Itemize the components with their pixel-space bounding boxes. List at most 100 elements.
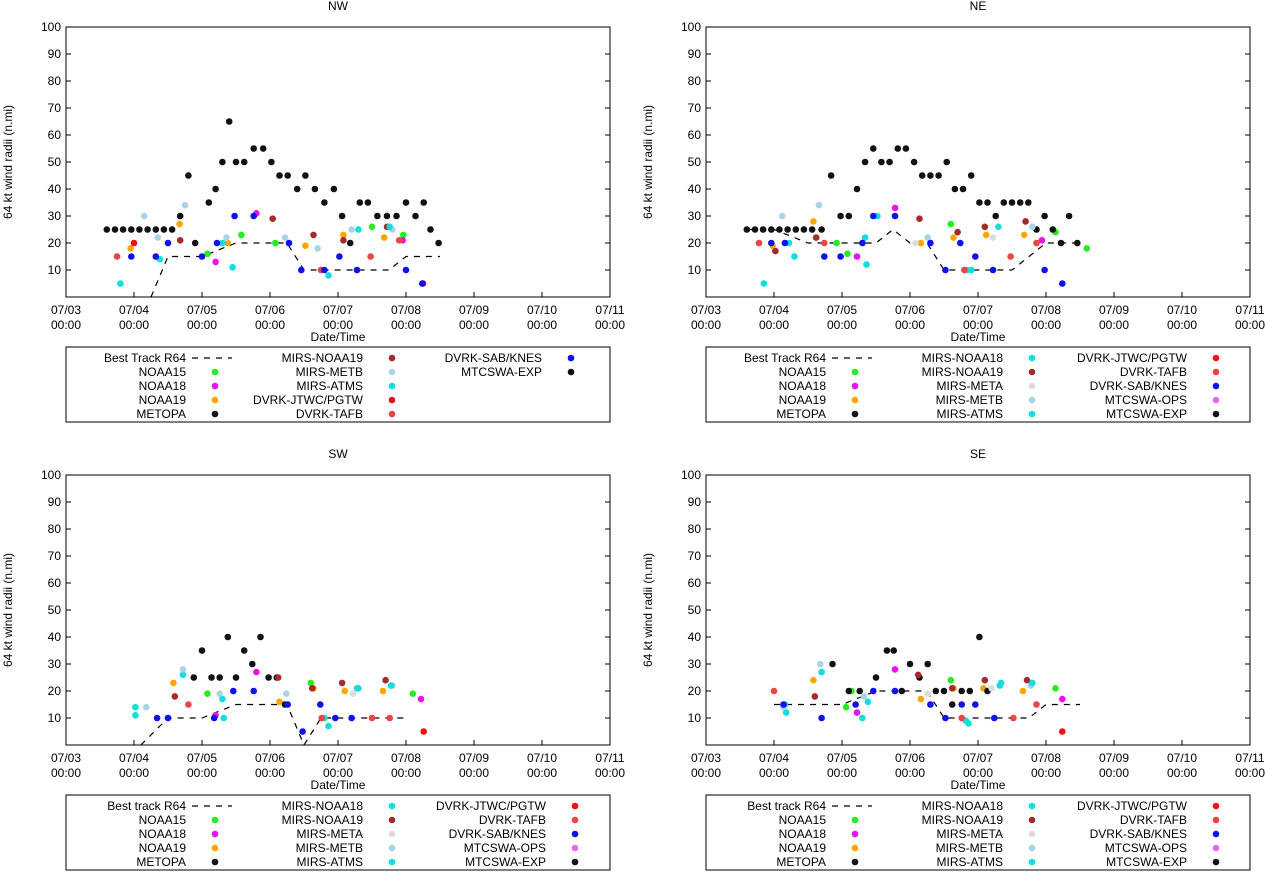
x-tick-label-date: 07/09 — [1099, 751, 1129, 765]
legend-swatch — [1028, 354, 1036, 362]
point-metopa — [856, 687, 863, 695]
legend-label: MIRS-NOAA19 — [282, 351, 364, 365]
legend-label: NOAA18 — [139, 379, 187, 393]
point-dvrk-sab-knes — [859, 239, 866, 247]
x-tick-label-date: 07/11 — [595, 751, 624, 765]
x-tick-label-time: 00:00 — [759, 318, 789, 332]
point-mirs-noaa19 — [176, 237, 184, 244]
point-dvrk-sab-knes — [837, 253, 844, 260]
legend-label: METOPA — [776, 855, 826, 869]
point-metopa — [927, 172, 934, 179]
legend-swatch — [1028, 396, 1036, 404]
point-noaa18 — [212, 258, 219, 266]
legend-label: MIRS-NOAA18 — [922, 799, 1004, 813]
x-tick-label-date: 07/07 — [963, 303, 993, 317]
point-metopa — [845, 687, 853, 695]
point-metopa — [383, 212, 391, 220]
x-tick-label-date: 07/03 — [51, 751, 81, 765]
point-mirs-metb — [140, 212, 148, 220]
point-dvrk-sab-knes — [321, 266, 328, 274]
legend-label: METOPA — [776, 407, 826, 421]
point-mirs-noaa19 — [1023, 676, 1031, 684]
x-tick-label-time: 00:00 — [459, 318, 489, 332]
legend-label: MIRS-ATMS — [297, 379, 363, 393]
legend-label: MIRS-ATMS — [937, 407, 1003, 421]
point-dvrk-sab-knes — [285, 239, 293, 247]
x-tick-label-date: 07/11 — [595, 303, 624, 317]
point-metopa — [1025, 199, 1032, 206]
point-mirs-noaa19 — [171, 693, 179, 700]
point-dvrk-tafb — [386, 714, 394, 722]
point-metopa — [861, 158, 869, 166]
point-metopa — [144, 226, 151, 233]
legend-label: Best Track R64 — [744, 351, 826, 365]
legend-swatch — [1212, 354, 1220, 362]
x-tick-label-time: 00:00 — [1031, 318, 1061, 332]
x-tick-label-date: 07/10 — [527, 751, 557, 765]
point-dvrk-sab-knes — [972, 253, 979, 260]
legend-swatch — [851, 844, 859, 852]
point-noaa19 — [302, 242, 309, 249]
point-dvrk-sab-knes — [942, 266, 949, 274]
y-tick-label: 60 — [688, 128, 702, 142]
x-tick-label-date: 07/05 — [187, 303, 217, 317]
point-noaa19 — [810, 676, 817, 684]
legend-swatch — [211, 858, 219, 866]
legend-swatch — [851, 382, 859, 390]
y-tick-label: 100 — [681, 468, 701, 482]
x-tick-label-time: 00:00 — [527, 318, 557, 332]
y-tick-label: 50 — [48, 155, 62, 169]
point-metopa — [212, 185, 219, 193]
point-metopa — [249, 660, 256, 668]
point-noaa15 — [842, 703, 850, 711]
legend-swatch — [571, 858, 579, 866]
legend-swatch — [1028, 410, 1036, 418]
x-tick-label-time: 00:00 — [1099, 318, 1129, 332]
x-tick-label-date: 07/05 — [187, 751, 217, 765]
legend-label: MIRS-NOAA19 — [282, 813, 364, 827]
legend-swatch — [1212, 382, 1220, 390]
legend-label: Best track R64 — [747, 799, 826, 813]
point-mirs-metb — [778, 212, 786, 220]
x-tick-label-date: 07/05 — [827, 751, 857, 765]
legend-label: MIRS-NOAA19 — [922, 813, 1004, 827]
x-tick-label-date: 07/05 — [827, 303, 857, 317]
point-metopa — [232, 674, 240, 681]
x-tick-label-time: 00:00 — [963, 766, 993, 780]
legend-swatch — [1028, 844, 1036, 852]
y-tick-label: 30 — [48, 209, 62, 223]
point-mirs-metb — [154, 234, 162, 241]
point-metopa — [364, 199, 372, 206]
legend-label: MIRS-NOAA19 — [922, 365, 1004, 379]
point-mirs-meta — [988, 685, 995, 692]
point-metopa — [759, 226, 767, 233]
legend-swatch — [211, 410, 219, 418]
point-noaa19 — [917, 239, 925, 247]
point-metopa — [776, 226, 783, 233]
point-mirs-noaa18 — [179, 671, 187, 679]
point-dvrk-sab-knes — [336, 253, 343, 260]
chart-title: NE — [970, 0, 987, 13]
y-tick-label: 50 — [688, 155, 702, 169]
point-mirs-noaa19 — [981, 676, 989, 684]
point-dvrk-sab-knes — [958, 701, 965, 708]
legend-label: MTCSWA-EXP — [461, 365, 542, 379]
point-metopa — [393, 212, 400, 220]
point-noaa19 — [276, 698, 283, 706]
point-dvrk-sab-knes — [210, 714, 218, 722]
legend-label: DVRK-SAB/KNES — [449, 827, 546, 841]
point-dvrk-sab-knes — [891, 687, 899, 695]
x-tick-label-time: 00:00 — [963, 318, 993, 332]
legend-label: MIRS-META — [937, 827, 1003, 841]
y-tick-label: 80 — [48, 74, 62, 88]
point-dvrk-sab-knes — [870, 687, 877, 695]
point-metopa — [232, 158, 240, 166]
point-mirs-atms — [132, 712, 139, 719]
point-mirs-atms — [386, 223, 394, 231]
point-metopa — [302, 172, 309, 179]
point-mirs-noaa19 — [340, 237, 347, 244]
point-metopa — [918, 172, 926, 179]
y-tick-label: 30 — [48, 657, 62, 671]
x-tick-label-date: 07/10 — [1167, 751, 1197, 765]
point-mirs-atms — [117, 280, 124, 287]
